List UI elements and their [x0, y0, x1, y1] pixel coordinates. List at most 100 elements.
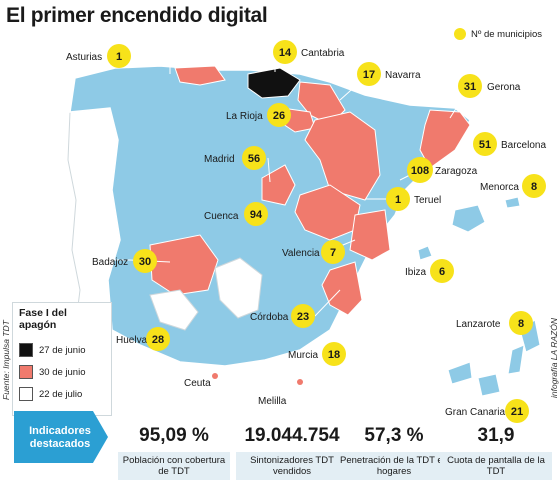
- indicator-label: Población con cobertura de TDT: [118, 452, 230, 480]
- svg-text:Cantabria: Cantabria: [301, 48, 345, 59]
- svg-text:8: 8: [518, 318, 524, 330]
- svg-text:Badajoz: Badajoz: [92, 257, 128, 268]
- region-zaragoza: [304, 111, 381, 201]
- region-badajoz: [149, 234, 219, 296]
- region-murcia: [321, 261, 363, 316]
- region-phase1: [247, 67, 301, 99]
- source-note: Fuente: Impulsa TDT: [1, 320, 11, 400]
- svg-text:26: 26: [273, 110, 285, 122]
- label-zaragoza: 108 Zaragoza: [407, 157, 478, 183]
- region-valencia: [349, 209, 391, 261]
- indicator-value: 19.044.754: [244, 425, 340, 446]
- indicator-penetration: 57,3 % Penetración de la TDT en hogares: [338, 424, 450, 480]
- svg-text:Teruel: Teruel: [414, 195, 441, 206]
- label-teruel: 1 Teruel: [386, 187, 441, 211]
- ceuta-shape: [212, 373, 218, 379]
- label-ceuta: Ceuta: [184, 378, 211, 389]
- svg-text:La Rioja: La Rioja: [226, 111, 263, 122]
- svg-text:6: 6: [439, 266, 445, 278]
- label-huelva: Huelva 28: [116, 327, 170, 351]
- indicator-coverage: 95,09 % Población con cobertura de TDT: [118, 424, 230, 480]
- svg-text:Murcia: Murcia: [288, 350, 318, 361]
- svg-text:23: 23: [297, 311, 309, 323]
- svg-text:Valencia: Valencia: [282, 248, 320, 259]
- svg-text:21: 21: [511, 406, 523, 418]
- svg-text:108: 108: [411, 165, 429, 177]
- label-ibiza: Ibiza 6: [405, 259, 454, 283]
- ibiza-shape: [417, 245, 433, 261]
- svg-text:Zaragoza: Zaragoza: [435, 166, 478, 177]
- svg-text:Cuenca: Cuenca: [204, 211, 239, 222]
- label-badajoz: Badajoz 30: [92, 249, 157, 273]
- svg-text:Lanzarote: Lanzarote: [456, 319, 501, 330]
- indicators-heading: Indicadores destacados: [29, 425, 91, 450]
- indicator-label: Sintonizadores TDT vendidos: [236, 452, 348, 480]
- svg-text:18: 18: [328, 349, 340, 361]
- menorca-shape: [504, 196, 521, 209]
- label-barcelona: 51 Barcelona: [473, 132, 546, 156]
- mallorca-shape: [451, 204, 486, 233]
- label-asturias: Asturias 1: [66, 44, 131, 68]
- svg-text:30: 30: [139, 256, 151, 268]
- svg-text:Gerona: Gerona: [487, 82, 521, 93]
- phase-legend-title: Fase I del apagón: [19, 307, 67, 331]
- svg-text:Melilla: Melilla: [258, 396, 287, 407]
- indicator-value: 31,9: [477, 425, 515, 446]
- label-navarra: 17 Navarra: [357, 62, 421, 86]
- region-madrid: [261, 164, 296, 206]
- label-valencia: Valencia 7: [282, 240, 345, 264]
- svg-text:1: 1: [116, 51, 122, 63]
- label-gerona: 31 Gerona: [458, 74, 521, 98]
- canary-gran-canaria-shape: [477, 373, 501, 397]
- indicator-value: 95,09 %: [139, 425, 209, 446]
- region-barcelona-gerona: [419, 109, 471, 169]
- swatch-black-icon: [19, 343, 33, 357]
- svg-text:Navarra: Navarra: [385, 70, 421, 81]
- svg-text:Barcelona: Barcelona: [501, 140, 546, 151]
- legend-item-phase1: 27 de junio: [19, 343, 85, 357]
- yellow-dot-icon: [454, 28, 466, 40]
- swatch-white-icon: [19, 387, 33, 401]
- svg-text:Huelva: Huelva: [116, 335, 148, 346]
- region-cantabria: [174, 65, 226, 86]
- canary-fuerteventura-shape: [507, 344, 525, 375]
- label-menorca: Menorca 8: [480, 174, 546, 198]
- municipios-legend-label: Nº de municipios: [471, 28, 543, 40]
- label-murcia: Murcia 18: [288, 342, 346, 366]
- svg-text:Asturias: Asturias: [66, 52, 102, 63]
- label-lanzarote: Lanzarote 8: [456, 311, 533, 335]
- indicator-share: 31,9 Cuota de pantalla de la TDT: [440, 424, 552, 480]
- region-phase3-a: [214, 257, 263, 319]
- svg-text:56: 56: [248, 153, 260, 165]
- label-cuenca: Cuenca 94: [204, 202, 268, 226]
- credit-note: infografía LA RAZÓN: [549, 318, 559, 398]
- region-cuenca: [294, 184, 361, 241]
- label-cantabria: 14 Cantabria: [273, 40, 345, 64]
- label-gran-canaria: Gran Canaria 21: [445, 399, 529, 423]
- municipios-legend: Nº de municipios: [454, 28, 542, 40]
- canary-tenerife-shape: [447, 361, 473, 385]
- legend-item-phase3: 22 de julio: [19, 387, 82, 401]
- svg-text:Ibiza: Ibiza: [405, 267, 427, 278]
- svg-text:94: 94: [250, 209, 263, 221]
- label-madrid: Madrid 56: [204, 146, 266, 170]
- svg-text:31: 31: [464, 81, 476, 93]
- page-title: El primer encendido digital: [6, 4, 268, 27]
- indicator-value: 57,3 %: [364, 425, 424, 446]
- svg-text:Madrid: Madrid: [204, 154, 235, 165]
- indicator-tuners: 19.044.754 Sintonizadores TDT vendidos: [236, 424, 348, 480]
- legend-phase2-label: 30 de junio: [39, 366, 86, 378]
- svg-text:51: 51: [479, 139, 491, 151]
- svg-text:17: 17: [363, 69, 375, 81]
- svg-text:28: 28: [152, 334, 164, 346]
- indicator-label: Cuota de pantalla de la TDT: [440, 452, 552, 480]
- label-cordoba: Córdoba 23: [250, 304, 315, 328]
- region-phase3-b: [149, 289, 199, 331]
- legend-phase1-label: 27 de junio: [39, 344, 86, 356]
- svg-text:14: 14: [279, 47, 292, 59]
- legend-phase3-label: 22 de julio: [39, 388, 83, 400]
- svg-text:Ceuta: Ceuta: [184, 378, 211, 389]
- svg-text:Gran Canaria: Gran Canaria: [445, 407, 505, 418]
- svg-text:Córdoba: Córdoba: [250, 312, 289, 323]
